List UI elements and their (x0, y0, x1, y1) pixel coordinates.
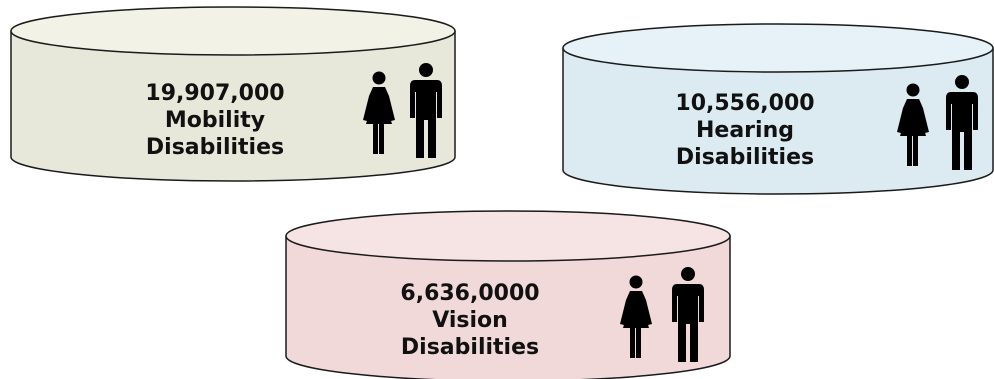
cylinder-top (285, 210, 731, 262)
mobility-title: Mobility (164, 108, 266, 133)
vision-subtitle: Disabilities (400, 335, 540, 360)
hearing-subtitle: Disabilities (675, 145, 815, 170)
cylinder-body (562, 47, 994, 195)
cylinder-top (562, 23, 994, 73)
cylinder-hearing (562, 23, 994, 195)
cylinder-body (10, 30, 456, 182)
cylinder-top (10, 6, 456, 56)
mobility-label: 19,907,000 Mobility Disabilities (95, 80, 335, 161)
cylinder-mobility (10, 6, 456, 182)
hearing-label: 10,556,000 Hearing Disabilities (625, 90, 865, 171)
mobility-count: 19,907,000 (145, 81, 285, 106)
vision-count: 6,636,0000 (400, 281, 540, 306)
hearing-count: 10,556,000 (675, 91, 815, 116)
cylinder-body (285, 235, 731, 379)
mobility-subtitle: Disabilities (145, 135, 285, 160)
cylinder-vision (285, 210, 731, 379)
vision-title: Vision (432, 308, 508, 333)
hearing-title: Hearing (696, 118, 794, 143)
vision-label: 6,636,0000 Vision Disabilities (350, 280, 590, 361)
